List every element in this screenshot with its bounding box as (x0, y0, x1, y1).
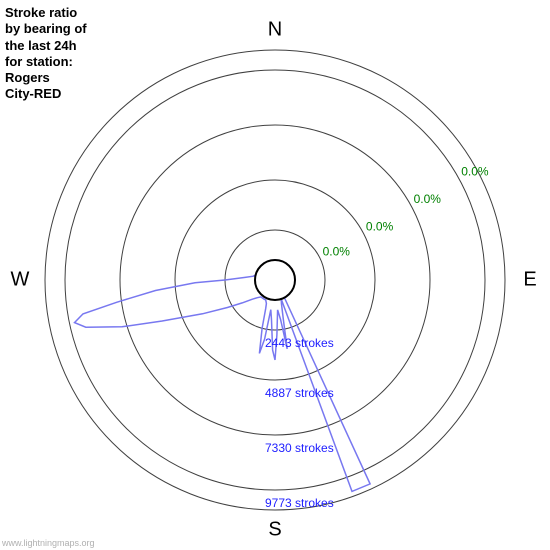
svg-text:N: N (268, 18, 282, 40)
svg-text:0.0%: 0.0% (414, 192, 442, 206)
svg-text:9773 strokes: 9773 strokes (265, 496, 334, 510)
polar-chart-container: Stroke ratio by bearing of the last 24h … (0, 0, 550, 550)
svg-text:2443 strokes: 2443 strokes (265, 336, 334, 350)
svg-text:4887 strokes: 4887 strokes (265, 386, 334, 400)
svg-text:0.0%: 0.0% (323, 245, 351, 259)
svg-text:0.0%: 0.0% (366, 220, 394, 234)
svg-text:7330 strokes: 7330 strokes (265, 441, 334, 455)
polar-chart-svg: N S W E 0.0% 0.0% 0.0% 0.0% 2443 strokes 4887 str… (0, 0, 550, 550)
svg-text:S: S (268, 518, 281, 540)
svg-text:W: W (11, 268, 30, 290)
credit-text: www.lightningmaps.org (2, 538, 95, 548)
svg-text:0.0%: 0.0% (461, 165, 489, 179)
svg-text:E: E (523, 268, 536, 290)
